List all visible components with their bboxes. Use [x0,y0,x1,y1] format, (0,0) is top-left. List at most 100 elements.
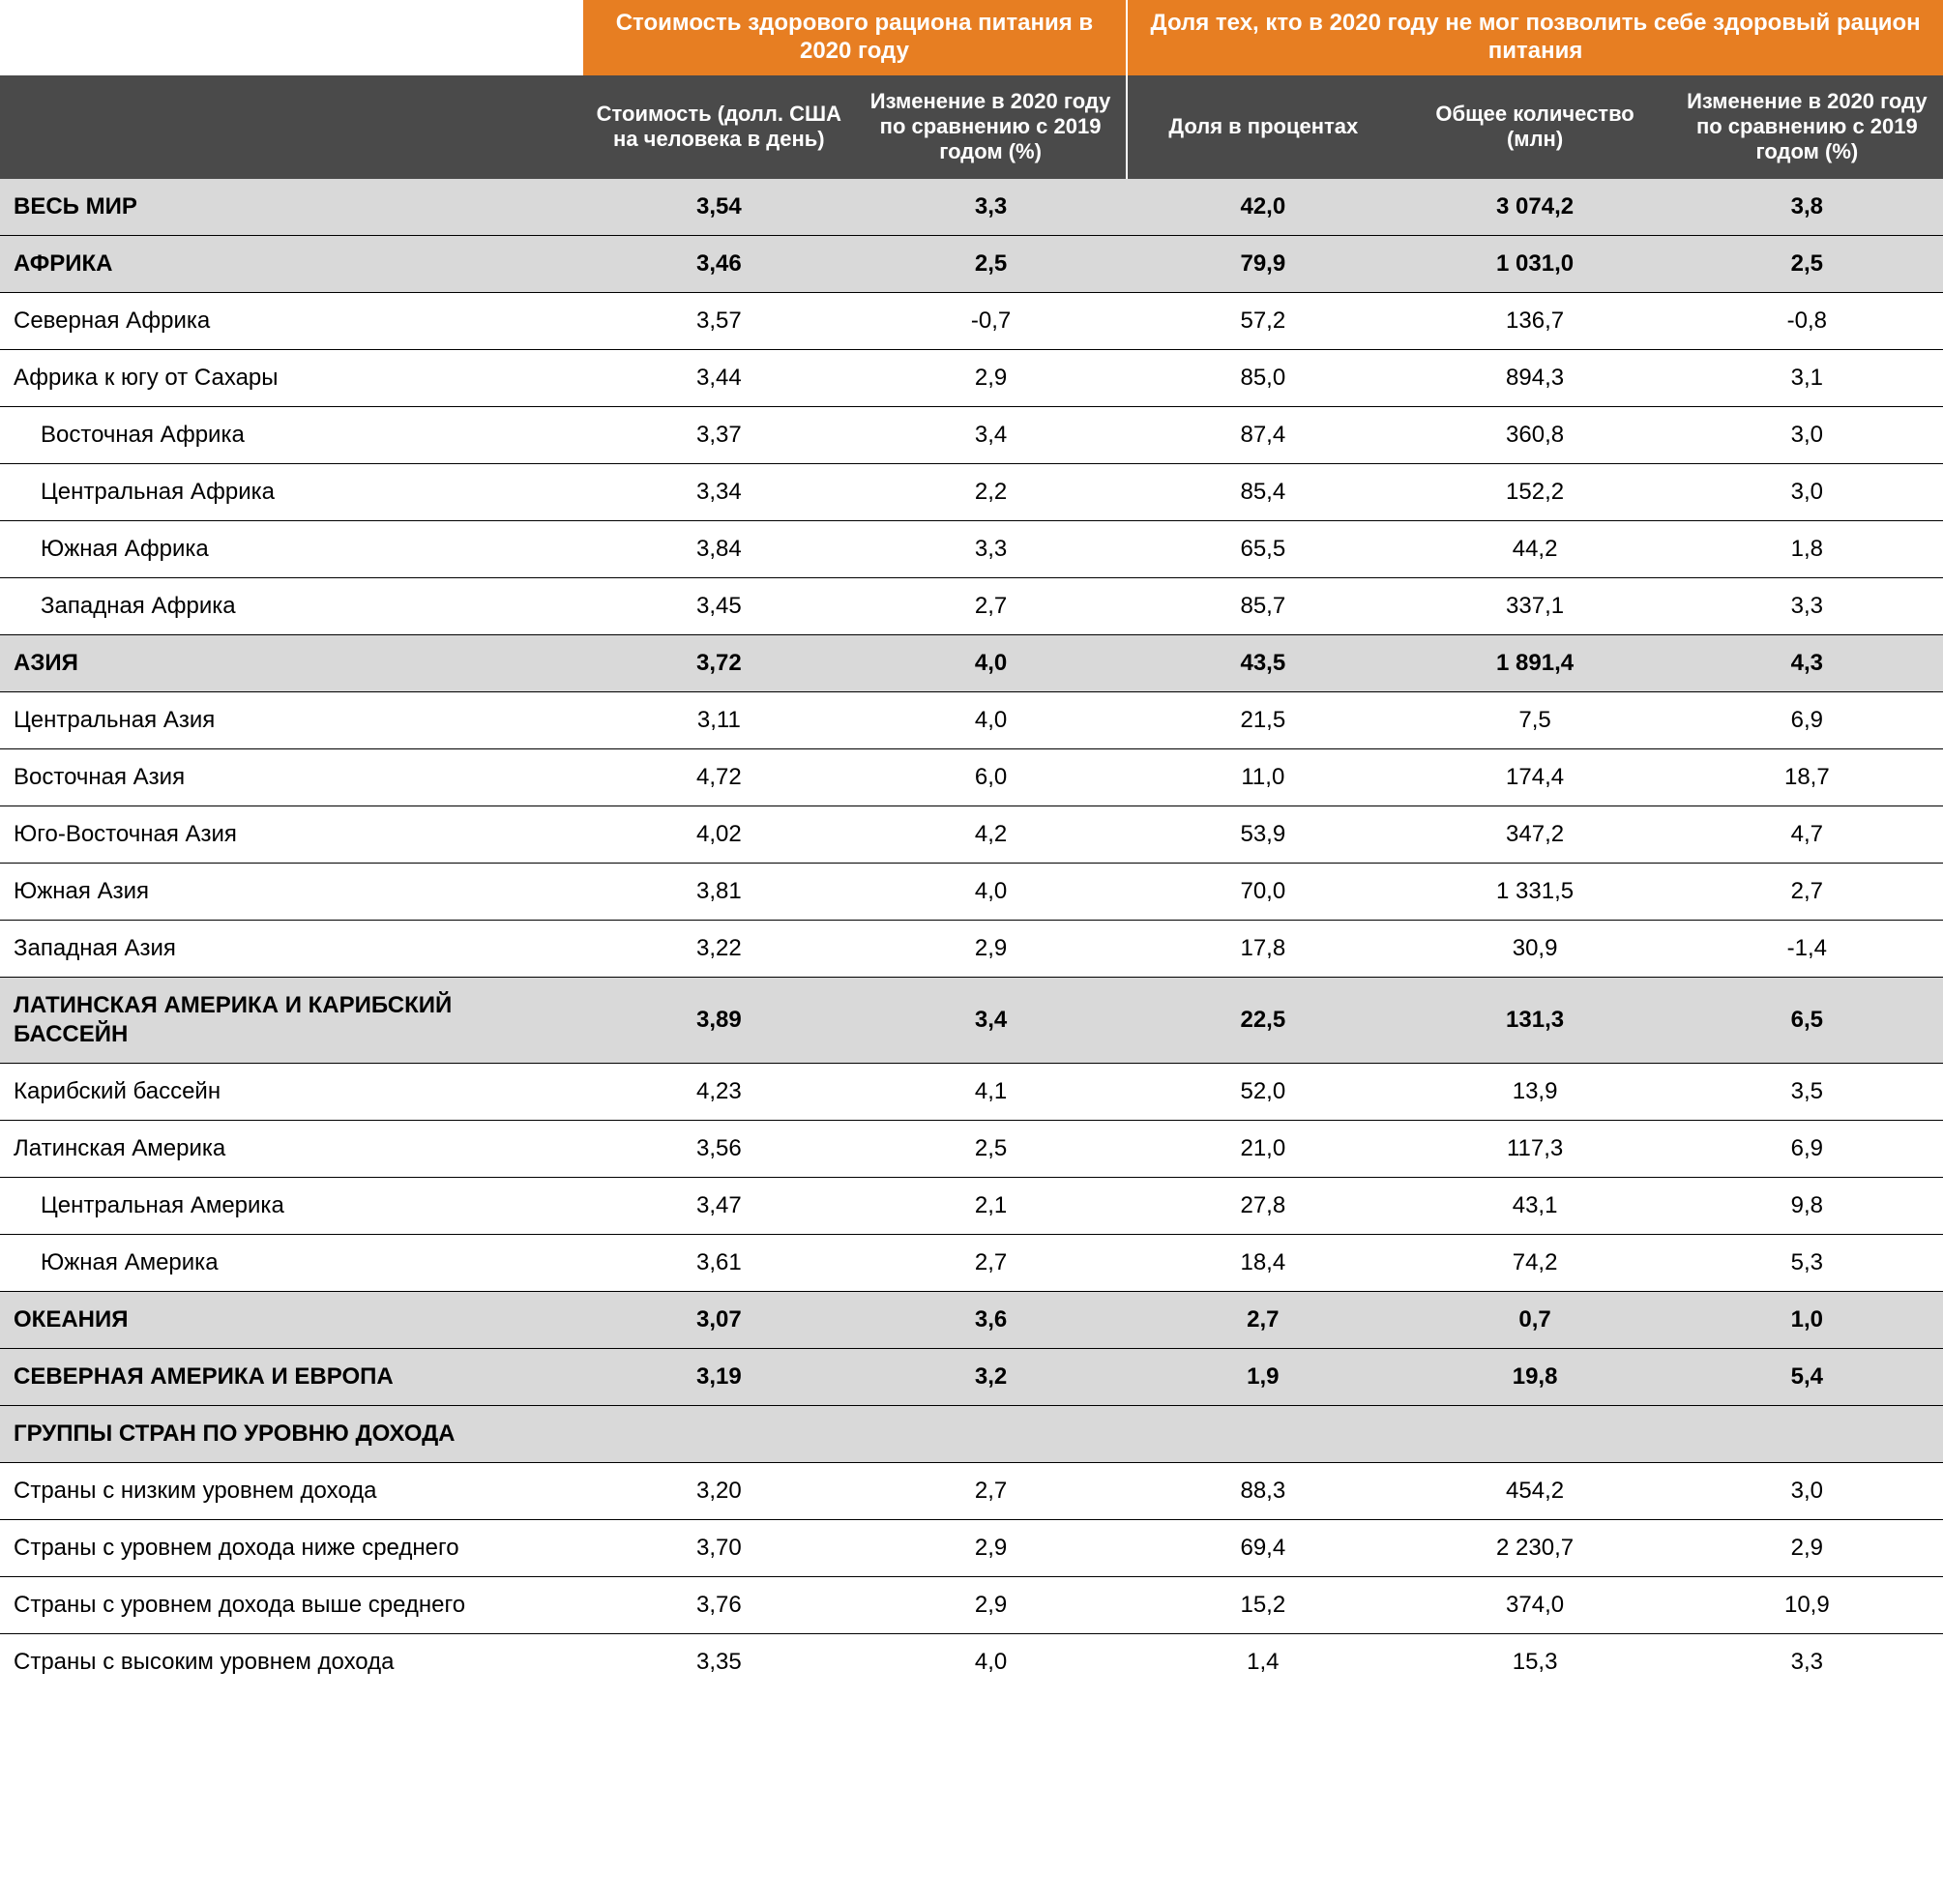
row-label: Восточная Африка [0,406,583,463]
row-label: Карибский бассейн [0,1063,583,1120]
cell-value: 1,9 [1127,1348,1398,1405]
table-row: Латинская Америка3,562,521,0117,36,9 [0,1120,1943,1177]
cell-value: 2,9 [855,920,1127,977]
cell-value: 3,5 [1671,1063,1943,1120]
cell-value: 4,72 [583,748,855,806]
cell-value: 3,4 [855,406,1127,463]
cell-value: 10,9 [1671,1576,1943,1633]
cell-value: 3,1 [1671,349,1943,406]
header-col-share-change: Изменение в 2020 году по сравнению с 201… [1671,75,1943,179]
healthy-diet-cost-table: Стоимость здорового рациона питания в 20… [0,0,1943,1690]
cell-value: 18,4 [1127,1234,1398,1291]
cell-value: 374,0 [1398,1576,1670,1633]
header-col-total-mln: Общее количество (млн) [1398,75,1670,179]
header-col-share-pct: Доля в процентах [1127,75,1398,179]
cell-value: 0,7 [1398,1291,1670,1348]
cell-value: 19,8 [1398,1348,1670,1405]
cell-value: 30,9 [1398,920,1670,977]
row-label: ВЕСЬ МИР [0,179,583,236]
header-blank [0,0,583,75]
cell-value: 152,2 [1398,463,1670,520]
cell-value: 6,9 [1671,1120,1943,1177]
cell-value: 3,56 [583,1120,855,1177]
cell-value: 3,72 [583,634,855,691]
cell-value: 2,5 [855,235,1127,292]
cell-value: 894,3 [1398,349,1670,406]
cell-value: 6,5 [1671,977,1943,1063]
row-label: Африка к югу от Сахары [0,349,583,406]
cell-value: 57,2 [1127,292,1398,349]
cell-value: 3,37 [583,406,855,463]
cell-value: 15,3 [1398,1633,1670,1690]
row-label: Западная Азия [0,920,583,977]
cell-value: 2,7 [855,1234,1127,1291]
cell-value: 11,0 [1127,748,1398,806]
row-label: Латинская Америка [0,1120,583,1177]
cell-value: 5,4 [1671,1348,1943,1405]
row-label: СЕВЕРНАЯ АМЕРИКА И ЕВРОПА [0,1348,583,1405]
cell-value: 4,0 [855,691,1127,748]
table-row: Центральная Америка3,472,127,843,19,8 [0,1177,1943,1234]
cell-value: 3,81 [583,863,855,920]
cell-value: 3,8 [1671,179,1943,236]
cell-value: 131,3 [1398,977,1670,1063]
cell-value: 3,6 [855,1291,1127,1348]
cell-value: 3,22 [583,920,855,977]
table-row: ВЕСЬ МИР3,543,342,03 074,23,8 [0,179,1943,236]
cell-value: 3,3 [1671,577,1943,634]
cell-value: 3,4 [855,977,1127,1063]
cell-value: 3,70 [583,1519,855,1576]
cell-value: 3,61 [583,1234,855,1291]
cell-value: 85,7 [1127,577,1398,634]
cell-value: 347,2 [1398,806,1670,863]
cell-value: 1 331,5 [1398,863,1670,920]
cell-value: 27,8 [1127,1177,1398,1234]
table-row: Южная Америка3,612,718,474,25,3 [0,1234,1943,1291]
cell-value: 42,0 [1127,179,1398,236]
table-body: ВЕСЬ МИР3,543,342,03 074,23,8АФРИКА3,462… [0,179,1943,1690]
cell-value: 2,1 [855,1177,1127,1234]
row-label: Центральная Америка [0,1177,583,1234]
cell-value: 6,9 [1671,691,1943,748]
cell-value: 3,45 [583,577,855,634]
row-label: АФРИКА [0,235,583,292]
cell-value: 3,20 [583,1462,855,1519]
cell-value: 44,2 [1398,520,1670,577]
cell-value: 4,7 [1671,806,1943,863]
cell-value: 3,3 [855,179,1127,236]
cell-value: 1 031,0 [1398,235,1670,292]
table-row: Центральная Азия3,114,021,57,56,9 [0,691,1943,748]
cell-value: 174,4 [1398,748,1670,806]
table-row: Страны с уровнем дохода выше среднего3,7… [0,1576,1943,1633]
cell-value: 2,2 [855,463,1127,520]
cell-value: 337,1 [1398,577,1670,634]
cell-value: 4,23 [583,1063,855,1120]
header-col-cost-usd: Стоимость (долл. США на человека в день) [583,75,855,179]
cell-value: 1,0 [1671,1291,1943,1348]
cell-value: 3,19 [583,1348,855,1405]
table-row: Западная Африка3,452,785,7337,13,3 [0,577,1943,634]
cell-value: 454,2 [1398,1462,1670,1519]
cell-value: 17,8 [1127,920,1398,977]
cell-value: 3,3 [1671,1633,1943,1690]
table-row: АЗИЯ3,724,043,51 891,44,3 [0,634,1943,691]
cell-value: 2,7 [855,577,1127,634]
cell-value: 117,3 [1398,1120,1670,1177]
table-row: Африка к югу от Сахары3,442,985,0894,33,… [0,349,1943,406]
cell-value: 2,9 [855,349,1127,406]
table-row: ГРУППЫ СТРАН ПО УРОВНЮ ДОХОДА [0,1405,1943,1462]
cell-value: 74,2 [1398,1234,1670,1291]
cell-value: 3,46 [583,235,855,292]
cell-value: 4,0 [855,1633,1127,1690]
row-label: Западная Африка [0,577,583,634]
cell-value: 65,5 [1127,520,1398,577]
cell-value: 3,3 [855,520,1127,577]
cell-value: 2,7 [855,1462,1127,1519]
header-col-cost-change: Изменение в 2020 году по сравнению с 201… [855,75,1127,179]
cell-value: 1 891,4 [1398,634,1670,691]
table-row: Страны с низким уровнем дохода3,202,788,… [0,1462,1943,1519]
cell-value: 2,9 [855,1519,1127,1576]
cell-value: 2,5 [1671,235,1943,292]
cell-value: 3 074,2 [1398,179,1670,236]
table-row: СЕВЕРНАЯ АМЕРИКА И ЕВРОПА3,193,21,919,85… [0,1348,1943,1405]
